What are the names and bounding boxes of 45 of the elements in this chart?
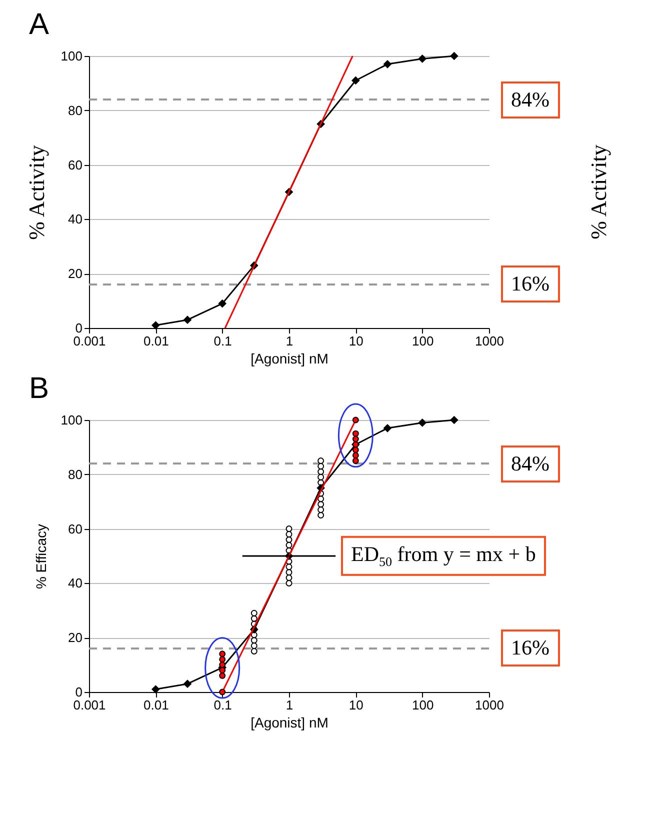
y-tick-label: 0	[75, 320, 82, 336]
x-tick-label: 1000	[475, 334, 504, 348]
ref-line-label: 84%	[501, 81, 560, 118]
y-tick-label: 80	[68, 466, 82, 482]
x-tick-label: 1	[286, 334, 294, 348]
y-tick-label: 20	[68, 630, 82, 646]
x-tick-label: 0.001	[73, 334, 106, 348]
point	[351, 76, 360, 85]
y-tick-label: 40	[68, 212, 82, 227]
y-axis-title: % Activity	[24, 145, 49, 240]
x-tick-label: 100	[412, 334, 434, 348]
ref-line-label: 16%	[501, 266, 560, 303]
y-tick-label: 40	[68, 576, 82, 591]
ref-line-label: 16%	[501, 630, 560, 667]
ref-line-label: 84%	[501, 445, 560, 482]
y-axis-title: % Efficacy	[32, 524, 49, 590]
point	[218, 299, 227, 308]
x-tick-label: 0.001	[73, 698, 106, 712]
y-tick-label: 80	[68, 102, 82, 118]
x-axis-title: [Agonist] nM	[250, 350, 328, 366]
x-tick-label: 0.1	[214, 334, 232, 348]
y2-axis-title: % Activity	[586, 144, 612, 240]
x-tick-label: 0.01	[144, 698, 169, 712]
y-tick-label: 60	[68, 521, 82, 536]
x-tick-label: 1	[286, 698, 294, 712]
point	[183, 316, 192, 324]
x-tick-label: 10	[348, 698, 364, 712]
y-tick-label: 0	[75, 684, 82, 700]
point	[151, 321, 160, 330]
point	[418, 54, 427, 63]
chart-title: A	[29, 8, 50, 41]
y-tick-label: 100	[60, 412, 82, 428]
x-tick-label: 100	[412, 698, 434, 712]
annotation: ED$_{50}$ from y = mx + b	[341, 536, 546, 576]
y-tick-label: 100	[60, 48, 82, 64]
chart-title: B	[29, 372, 50, 405]
point	[383, 60, 392, 68]
y-tick-label: 20	[68, 266, 82, 282]
y-tick-label: 60	[68, 157, 82, 172]
x-axis-title: [Agonist] nM	[250, 714, 328, 730]
point	[450, 52, 458, 60]
x-tick-label: 0.1	[214, 698, 232, 712]
x-tick-label: 10	[348, 334, 364, 348]
x-tick-label: 1000	[475, 698, 504, 712]
x-tick-label: 0.01	[144, 334, 169, 348]
